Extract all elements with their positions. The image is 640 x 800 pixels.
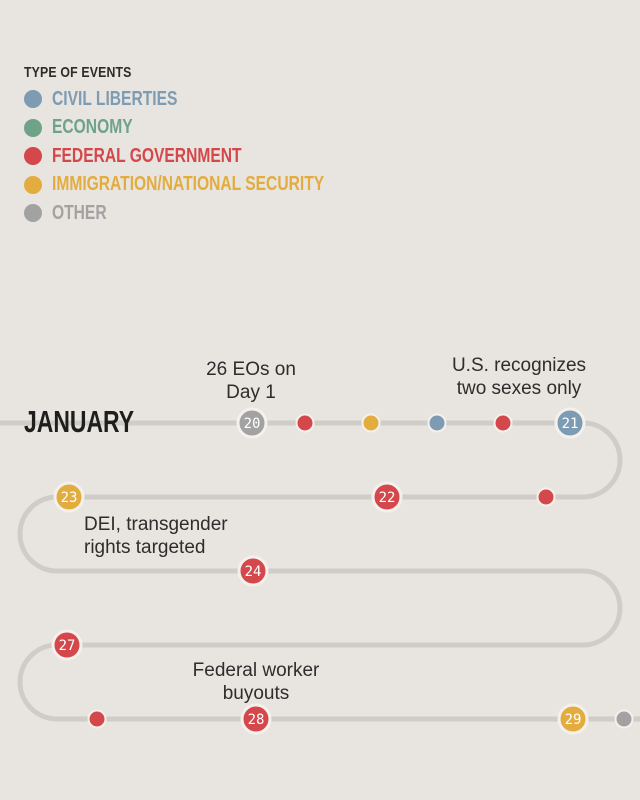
- timeline-markers: 20 21 22 23 24 27 28 29: [51, 407, 634, 735]
- legend-dot-icon: [24, 204, 42, 223]
- legend-item: CIVIL LIBERTIES: [24, 85, 401, 114]
- legend-dot-icon: [24, 175, 42, 194]
- day-label: 23: [61, 490, 78, 506]
- day-marker: [236, 407, 268, 439]
- event-dot: [295, 413, 315, 433]
- day-label: 22: [379, 490, 396, 506]
- legend-dot-icon: [24, 118, 42, 137]
- month-label: JANUARY: [24, 404, 135, 439]
- annotation-buyouts: Federal worker buyouts: [176, 659, 336, 705]
- annotation-day1: 26 EOs on Day 1: [186, 358, 316, 404]
- day-label: 24: [245, 564, 262, 580]
- day-label: 20: [244, 416, 261, 432]
- day-label: 29: [565, 712, 582, 728]
- legend-item: OTHER: [24, 199, 401, 228]
- day-marker: [554, 407, 586, 439]
- event-dot: [614, 709, 634, 729]
- legend-label: ECONOMY: [52, 116, 133, 139]
- legend: TYPE OF EVENTS CIVIL LIBERTIES ECONOMY FED…: [24, 64, 401, 228]
- legend-label: FEDERAL GOVERNMENT: [52, 144, 242, 167]
- event-dot: [536, 487, 556, 507]
- legend-item: FEDERAL GOVERNMENT: [24, 142, 401, 171]
- annotation-line: two sexes only: [456, 378, 582, 399]
- event-dot: [361, 413, 381, 433]
- legend-label: OTHER: [52, 201, 107, 224]
- legend-item: ECONOMY: [24, 114, 401, 143]
- annotation-line: 26 EOs on: [206, 359, 296, 380]
- event-dot: [493, 413, 513, 433]
- annotation-dei: DEI, transgender rights targeted: [84, 513, 264, 559]
- event-dot: [87, 709, 107, 729]
- annotation-line: buyouts: [222, 683, 290, 704]
- legend-dot-icon: [24, 90, 42, 109]
- annotation-two-sexes: U.S. recognizes two sexes only: [436, 354, 602, 400]
- event-dot: [427, 413, 447, 433]
- annotation-line: Day 1: [226, 382, 276, 403]
- annotation-line: DEI, transgender: [84, 514, 228, 535]
- legend-items: CIVIL LIBERTIES ECONOMY FEDERAL GOVERNMENT…: [24, 85, 401, 228]
- timeline-track: [0, 420, 640, 722]
- legend-title: TYPE OF EVENTS: [24, 64, 132, 81]
- day-label: 27: [59, 638, 76, 654]
- day-label: 28: [248, 712, 265, 728]
- day-marker: [557, 703, 589, 735]
- annotation-line: rights targeted: [84, 537, 206, 558]
- legend-item: IMMIGRATION/NATIONAL SECURITY: [24, 171, 401, 200]
- day-marker: [51, 629, 83, 661]
- day-label: 21: [562, 416, 579, 432]
- annotation-line: Federal worker: [192, 660, 320, 681]
- day-marker: [53, 481, 85, 513]
- day-marker: [371, 481, 403, 513]
- day-marker: [237, 555, 269, 587]
- legend-label: IMMIGRATION/NATIONAL SECURITY: [52, 173, 325, 196]
- legend-dot-icon: [24, 147, 42, 166]
- legend-label: CIVIL LIBERTIES: [52, 87, 178, 110]
- annotation-line: U.S. recognizes: [451, 355, 587, 376]
- day-marker: [240, 703, 272, 735]
